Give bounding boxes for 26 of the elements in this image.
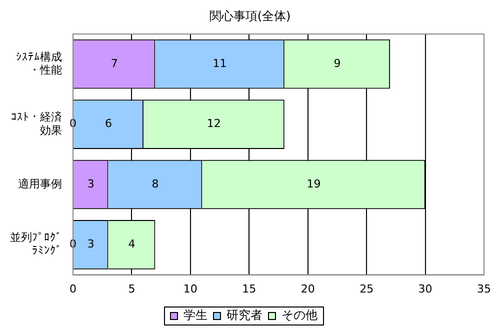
data-label: 7 (110, 56, 118, 70)
x-tick-label: 10 (183, 282, 198, 296)
x-tick-label: 0 (70, 282, 76, 296)
x-tick-label: 15 (242, 282, 256, 296)
chart-title: 関心事項(全体) (208, 8, 292, 25)
y-tick-label: ｺｽﾄ・経済効果 (11, 110, 62, 137)
data-label: 19 (306, 177, 321, 190)
data-label: 9 (334, 56, 341, 70)
data-label: 12 (206, 117, 221, 130)
data-label: 8 (152, 177, 159, 190)
x-tick-label: 20 (300, 282, 315, 296)
data-label: 11 (212, 56, 227, 70)
data-label: 3 (87, 177, 94, 190)
y-tick-label: ｼｽﾃﾑ構成・性能 (16, 50, 62, 77)
y-tick-label: 並列ﾌﾟﾛｸﾞﾗﾐﾝｸﾞ (10, 230, 62, 258)
x-tick-label: 5 (128, 282, 136, 296)
legend-label: その他 (282, 308, 318, 322)
data-label: 3 (87, 238, 94, 251)
x-tick-label: 35 (477, 282, 491, 296)
legend-label: 研究者 (226, 308, 262, 322)
y-tick-label: 適用事例 (18, 177, 62, 190)
x-tick-label: 25 (360, 282, 374, 296)
x-tick-label: 30 (418, 282, 432, 296)
data-label: 6 (104, 117, 112, 130)
data-label: 4 (128, 238, 136, 251)
legend-label: 学生 (184, 308, 208, 322)
